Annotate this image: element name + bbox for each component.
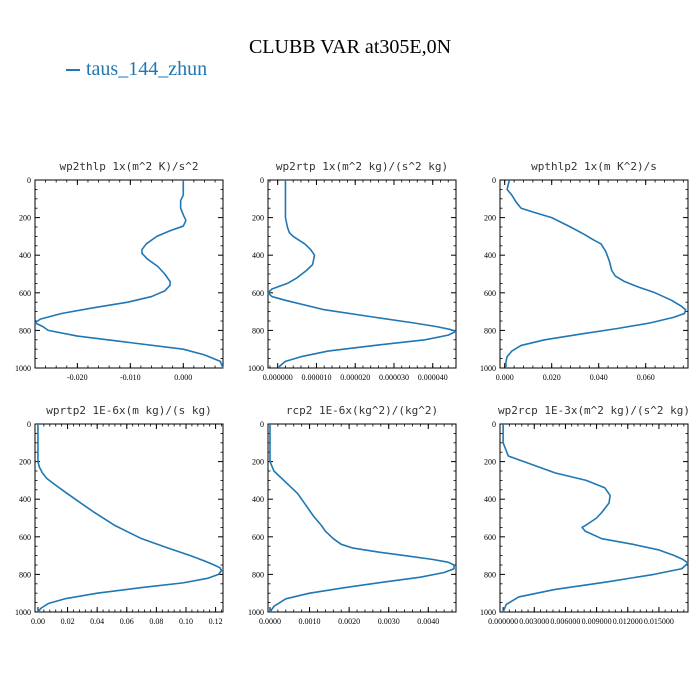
x-tick-label: 0.020 [543,373,561,382]
x-tick-label: 0.0000 [259,617,281,626]
panel-title: wp2thlp 1x(m^2 K)/s^2 [59,160,198,173]
y-tick-label: 200 [484,458,496,467]
x-tick-label: 0.000010 [301,373,331,382]
x-tick-label: 0.000000 [488,617,518,626]
y-tick-label: 800 [484,570,496,579]
y-tick-label: 400 [252,495,264,504]
y-tick-label: 800 [484,326,496,335]
y-tick-label: 600 [484,289,496,298]
series-line [505,179,687,368]
y-tick-label: 600 [19,289,31,298]
x-tick-label: 0.009000 [582,617,612,626]
y-tick-label: 400 [252,251,264,260]
y-tick-label: 1000 [248,364,264,373]
y-tick-label: 1000 [480,364,496,373]
y-tick-label: 600 [484,533,496,542]
x-tick-label: 0.015000 [644,617,674,626]
x-tick-label: 0.0040 [417,617,439,626]
x-tick-label: 0.000030 [379,373,409,382]
legend-label: taus_144_zhun [86,58,208,80]
series-line [34,180,224,369]
legend-line-swatch [66,69,80,72]
series-line [502,424,689,613]
y-tick-label: 0 [27,420,31,429]
chart-panel-5: rcp2 1E-6x(kg^2)/(kg^2) 0 200 400 600 800 1000… [248,404,457,626]
y-tick-label: 800 [19,326,31,335]
y-tick-label: 400 [484,495,496,504]
chart-panel-2: wp2rtp 1x(m^2 kg)/(s^2 kg) 0 200 400 600 800 1… [248,160,457,382]
chart-panel-3: wpthlp2 1x(m K^2)/s 0 200 400 600 800 10000.00… [480,160,689,382]
x-tick-label: 0.000020 [340,373,370,382]
plot-frame [267,423,457,613]
y-tick-label: 200 [484,214,496,223]
y-tick-label: 400 [19,495,31,504]
x-tick-label: -0.010 [120,373,141,382]
x-tick-label: 0.000 [174,373,192,382]
y-tick-label: 800 [19,570,31,579]
y-tick-label: 600 [252,289,264,298]
y-tick-label: 200 [19,458,31,467]
x-tick-label: 0.10 [179,617,193,626]
x-tick-label: 0.08 [149,617,163,626]
y-tick-label: 1000 [15,364,31,373]
x-tick-label: 0.000040 [418,373,448,382]
series-line [267,180,457,368]
y-tick-label: 200 [252,458,264,467]
x-tick-label: 0.003000 [519,617,549,626]
x-tick-label: 0.02 [61,617,75,626]
x-tick-label: 0.04 [90,617,104,626]
page-title: CLUBB VAR at305E,0N [248,36,452,58]
y-tick-label: 200 [252,214,264,223]
panel-title: wp2rtp 1x(m^2 kg)/(s^2 kg) [276,160,448,173]
chart-panel-4: wprtp2 1E-6x(m kg)/(s kg) 0 200 400 600 800 10… [15,404,224,626]
x-tick-label: 0.12 [209,617,223,626]
x-tick-label: 0.000000 [263,373,293,382]
y-tick-label: 0 [260,420,264,429]
panel-title: wp2rcp 1E-3x(m^2 kg)/(s^2 kg) [498,404,690,417]
y-tick-label: 800 [252,570,264,579]
x-tick-label: 0.0010 [299,617,321,626]
x-tick-label: 0.0030 [378,617,400,626]
panel-title: wpthlp2 1x(m K^2)/s [531,160,657,173]
y-tick-label: 0 [492,176,496,185]
panel-title: rcp2 1E-6x(kg^2)/(kg^2) [286,404,438,417]
y-tick-label: 600 [252,533,264,542]
chart-panel-6: wp2rcp 1E-3x(m^2 kg)/(s^2 kg)0 200 400 600 8… [480,404,690,626]
y-tick-label: 400 [19,251,31,260]
x-tick-label: -0.020 [67,373,88,382]
y-tick-label: 0 [260,176,264,185]
plot-frame [34,423,224,613]
series-line [269,424,455,613]
y-tick-label: 0 [27,176,31,185]
panel-title: wprtp2 1E-6x(m kg)/(s kg) [46,404,212,417]
x-tick-label: 0.00 [31,617,45,626]
series-line [37,424,223,613]
x-tick-label: 0.0020 [338,617,360,626]
x-tick-label: 0.006000 [550,617,580,626]
legend: taus_144_zhun [66,58,207,81]
x-tick-label: 0.060 [637,373,655,382]
y-tick-label: 1000 [15,608,31,617]
y-tick-label: 1000 [480,608,496,617]
x-tick-label: 0.000 [496,373,514,382]
plot-frame [499,179,689,369]
y-tick-label: 600 [19,533,31,542]
plot-frame [34,179,224,369]
x-tick-label: 0.06 [120,617,134,626]
chart-panel-1: wp2thlp 1x(m^2 K)/s^2 0 200 400 600 800 1000 -0… [15,160,224,382]
x-tick-label: 0.012000 [613,617,643,626]
y-tick-label: 200 [19,214,31,223]
y-tick-label: 800 [252,326,264,335]
y-tick-label: 400 [484,251,496,260]
x-tick-label: 0.040 [590,373,608,382]
y-tick-label: 0 [492,420,496,429]
y-tick-label: 1000 [248,608,264,617]
